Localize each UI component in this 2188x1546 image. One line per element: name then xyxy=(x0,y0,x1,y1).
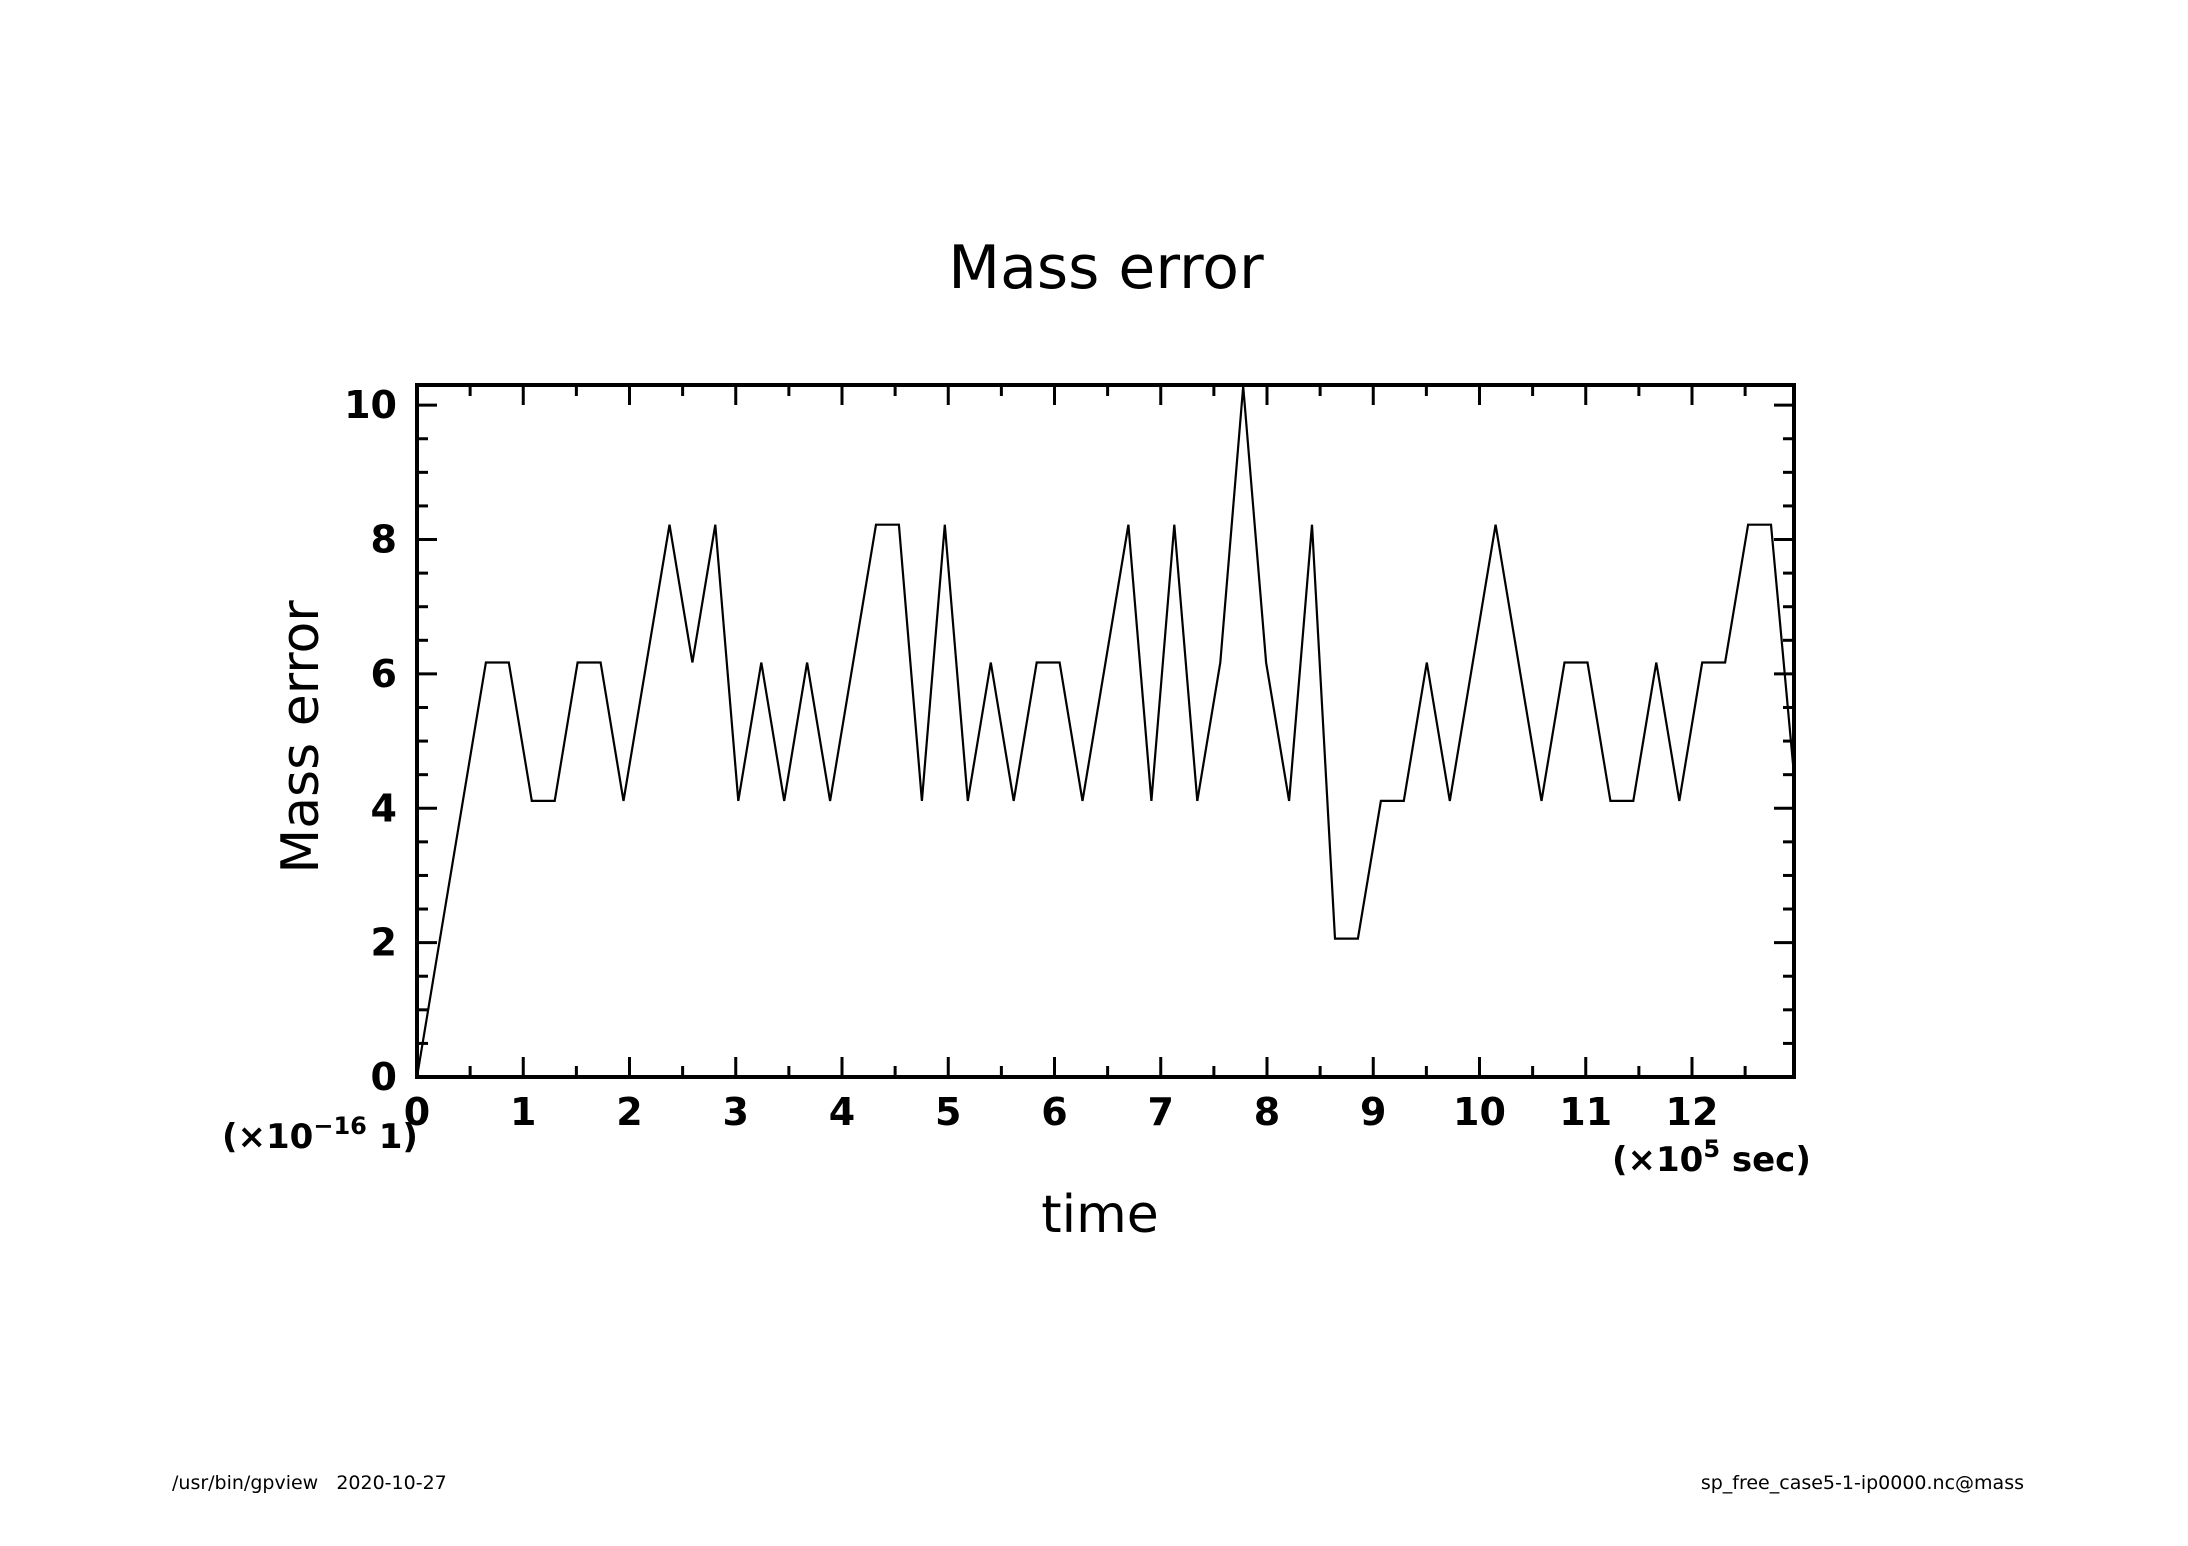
x-tick-label: 6 xyxy=(1041,1090,1067,1134)
y-axis-label: Mass error xyxy=(271,600,331,874)
x-tick-label: 1 xyxy=(510,1090,536,1134)
ticks xyxy=(415,385,1794,1079)
y-tick-label: 4 xyxy=(371,786,397,830)
y-tick-label: 6 xyxy=(371,652,397,696)
x-tick-label: 9 xyxy=(1360,1090,1386,1134)
x-tick-label: 5 xyxy=(935,1090,961,1134)
footer-left: /usr/bin/gpview 2020-10-27 xyxy=(172,1472,447,1494)
x-tick-label: 8 xyxy=(1254,1090,1280,1134)
x-scale-suffix: sec) xyxy=(1720,1140,1811,1180)
x-scale-exponent: 5 xyxy=(1703,1135,1720,1163)
y-tick-label: 2 xyxy=(371,921,397,965)
x-axis-label: time xyxy=(1041,1185,1158,1245)
x-tick-label: 11 xyxy=(1559,1090,1612,1134)
y-tick-label: 8 xyxy=(371,518,397,562)
x-tick-label: 7 xyxy=(1148,1090,1174,1134)
x-tick-label: 12 xyxy=(1666,1090,1719,1134)
chart-title: Mass error xyxy=(948,233,1264,303)
y-scale-factor: (×10−16 1) xyxy=(222,1112,418,1157)
x-scale-prefix: (×10 xyxy=(1612,1140,1703,1180)
x-tick-label: 10 xyxy=(1453,1090,1506,1134)
x-tick-label: 3 xyxy=(723,1090,749,1134)
y-scale-suffix: 1) xyxy=(367,1117,418,1157)
x-tick-label: 0 xyxy=(404,1090,430,1134)
x-tick-label: 4 xyxy=(829,1090,855,1134)
y-tick-label: 10 xyxy=(344,383,397,427)
x-tick-label: 2 xyxy=(616,1090,642,1134)
y-scale-prefix: (×10 xyxy=(222,1117,313,1157)
x-scale-factor: (×105 sec) xyxy=(1612,1135,1811,1180)
y-tick-label: 0 xyxy=(371,1055,397,1099)
series-line xyxy=(415,386,1796,1078)
plot-frame xyxy=(415,383,1796,1079)
footer-right: sp_free_case5-1-ip0000.nc@mass xyxy=(1701,1472,2024,1494)
y-scale-exponent: −16 xyxy=(313,1112,367,1140)
